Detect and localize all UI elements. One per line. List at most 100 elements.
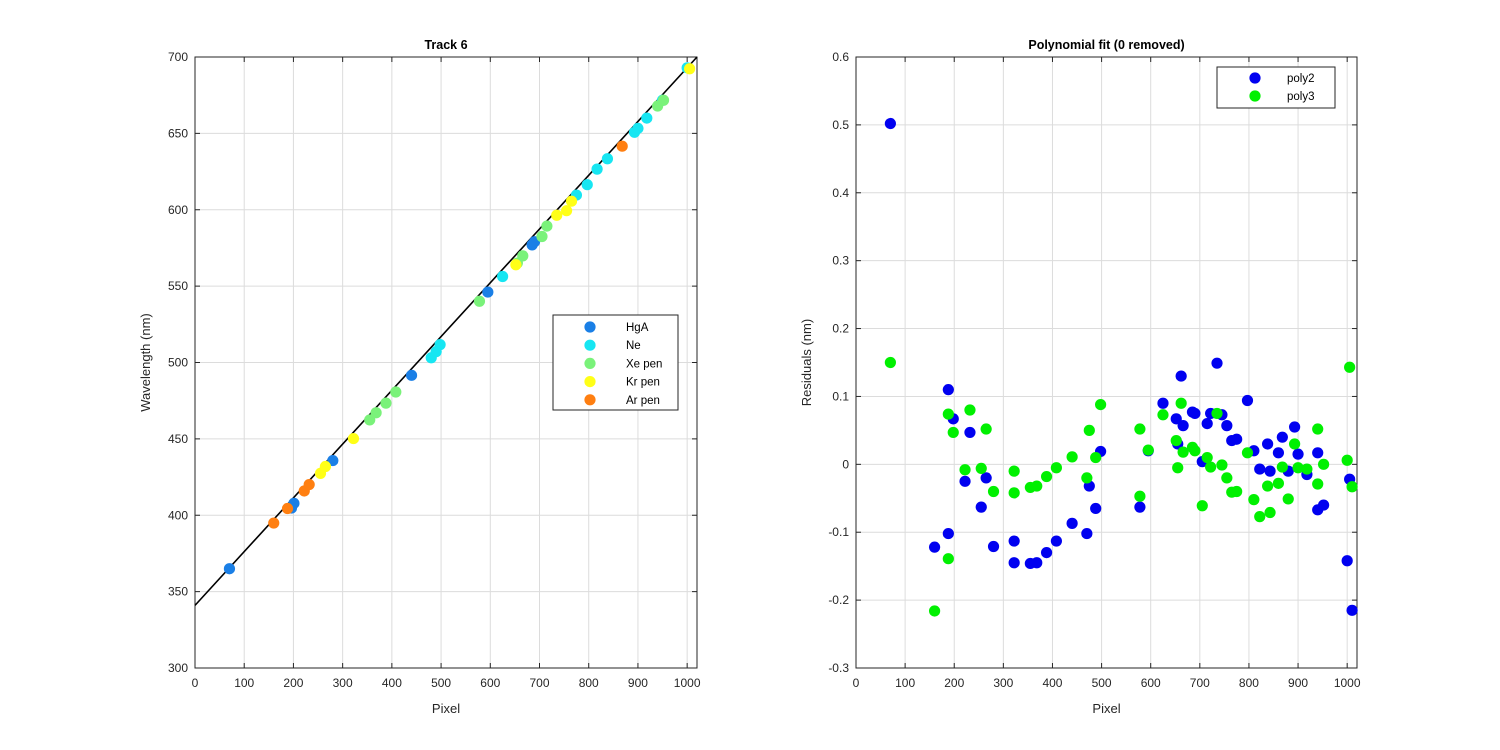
data-point-poly2 [1040, 546, 1053, 559]
data-point-ne [591, 163, 603, 175]
data-point-kr-pen [560, 205, 573, 217]
data-point-ar-pen [303, 478, 315, 491]
data-point-poly2 [942, 527, 954, 540]
data-point-poly2 [1081, 527, 1093, 540]
y-axis-label: Wavelength (nm) [138, 313, 153, 412]
data-point-xe-pen [390, 386, 402, 398]
data-point-poly3 [1050, 462, 1062, 474]
x-axis-label: Pixel [1092, 701, 1120, 716]
x-tick-label: 1000 [674, 676, 701, 690]
data-point-poly3 [947, 426, 959, 439]
legend-label-hga: HgA [626, 322, 649, 334]
data-point-poly2 [1031, 557, 1043, 569]
data-point-poly2 [1318, 499, 1330, 511]
data-point-poly2 [1177, 420, 1189, 432]
data-point-poly3 [1282, 493, 1294, 505]
legend: poly2 poly3 [1216, 66, 1336, 109]
data-point-poly3 [1031, 480, 1043, 492]
y-tick-label: 600 [168, 203, 188, 217]
data-point-poly2 [1008, 535, 1020, 547]
data-point-xe-pen [364, 414, 376, 426]
y-tick-label: 550 [168, 279, 188, 293]
chart-title: Polynomial fit (0 removed) [1028, 38, 1184, 52]
data-point-poly3 [1196, 500, 1208, 512]
data-point-poly3 [1205, 461, 1217, 473]
data-point-poly3 [1216, 459, 1228, 471]
data-point-ne [632, 122, 644, 134]
data-point-poly3 [1008, 487, 1020, 499]
x-tick-label: 900 [1288, 676, 1308, 690]
x-tick-label: 900 [628, 676, 648, 690]
series-ar-pen [268, 140, 628, 529]
data-point-poly2 [1175, 370, 1187, 382]
x-tick-label: 700 [529, 676, 549, 690]
data-point-xe-pen [370, 407, 382, 419]
y-tick-label: -0.2 [828, 593, 849, 607]
data-point-poly2 [1264, 465, 1276, 477]
fit-line [194, 56, 698, 606]
data-point-poly2 [964, 426, 976, 439]
data-point-poly3 [975, 462, 987, 475]
data-point-ne [601, 153, 614, 165]
x-tick-label: 100 [234, 676, 254, 690]
legend-marker-poly2 [1249, 72, 1261, 84]
data-point-poly2 [1254, 463, 1266, 475]
legend-label-poly3: poly3 [1287, 91, 1315, 103]
y-axis-label: Residuals (nm) [799, 319, 814, 406]
data-point-kr-pen [510, 259, 522, 271]
data-point-poly2 [1272, 447, 1285, 459]
data-point-poly2 [1341, 555, 1353, 567]
x-tick-label: 300 [333, 676, 353, 690]
legend-marker-ne [584, 339, 596, 351]
data-point-poly3 [1276, 461, 1288, 473]
data-point-poly2 [1170, 413, 1182, 425]
data-point-poly3 [1341, 454, 1353, 466]
data-point-kr-pen [319, 460, 332, 473]
x-tick-label: 500 [1092, 676, 1112, 690]
axes-frame [855, 56, 1358, 669]
residuals-plot: 0 100 200 300 400 500 600 700 800 900 1000 -0.3 -0.2… [799, 38, 1361, 716]
x-tick-label: 200 [283, 676, 303, 690]
data-point-poly3 [1066, 451, 1078, 463]
data-point-poly3 [1142, 444, 1154, 456]
data-point-poly2 [1201, 418, 1213, 430]
legend-marker-kr-pen [584, 376, 596, 388]
y-tick-label: -0.3 [828, 661, 849, 675]
data-point-poly3 [1289, 438, 1301, 450]
data-point-poly3 [1095, 398, 1107, 411]
x-tick-label: 400 [382, 676, 402, 690]
x-axis-label: Pixel [432, 701, 460, 716]
data-point-kr-pen [551, 209, 563, 221]
data-point-poly2 [1066, 517, 1078, 529]
data-point-poly2 [1157, 397, 1169, 409]
x-tick-label: 800 [1239, 676, 1259, 690]
data-point-poly3 [1201, 451, 1213, 464]
y-tick-label: -0.1 [828, 525, 849, 539]
data-point-hga [405, 369, 418, 381]
data-point-poly3 [1241, 447, 1254, 459]
axes-background [856, 57, 1357, 668]
x-tick-label: 0 [192, 676, 199, 690]
data-point-poly2 [1134, 501, 1146, 513]
data-point-poly3 [1189, 445, 1201, 457]
y-tick-label: 0.5 [832, 118, 849, 132]
y-tick-label: 500 [168, 356, 188, 370]
data-point-xe-pen [380, 397, 392, 409]
data-point-poly3 [1083, 424, 1095, 436]
data-point-poly2 [1050, 535, 1062, 547]
data-point-poly3 [1344, 361, 1356, 373]
data-point-kr-pen [565, 195, 578, 207]
data-point-poly2 [1292, 448, 1304, 460]
data-point-poly3 [1254, 511, 1266, 523]
data-point-xe-pen [536, 230, 548, 243]
data-point-poly2 [1241, 394, 1254, 407]
data-point-poly2 [1312, 447, 1324, 459]
data-point-poly3 [1272, 477, 1285, 489]
legend: HgA Ne Xe pen Kr pen Ar pen [552, 314, 679, 411]
data-point-poly3 [964, 404, 976, 416]
data-point-poly3 [1157, 409, 1169, 421]
data-point-poly2 [1231, 433, 1243, 445]
data-point-poly3 [1312, 423, 1324, 435]
data-point-poly3 [1221, 472, 1233, 484]
legend-label-ar-pen: Ar pen [626, 395, 660, 407]
